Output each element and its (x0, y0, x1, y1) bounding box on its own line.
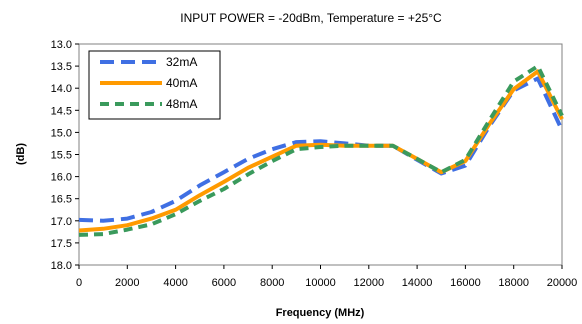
x-tick-label: 20000 (547, 277, 578, 289)
y-tick-label: 14.0 (51, 83, 72, 95)
x-tick-label: 12000 (354, 277, 385, 289)
y-tick-label: 15.5 (51, 150, 72, 162)
y-tick-label: 15.0 (51, 127, 72, 139)
x-tick-label: 18000 (498, 277, 529, 289)
y-axis-label: (dB) (15, 143, 27, 165)
x-axis-label: Frequency (MHz) (276, 307, 365, 319)
legend-label: 32mA (166, 55, 197, 69)
legend-label: 40mA (166, 76, 197, 90)
legend: 32mA 40mA 48mA (88, 50, 221, 120)
x-tick-label: 16000 (450, 277, 481, 289)
x-tick-label: 10000 (305, 277, 336, 289)
x-tick-label: 4000 (163, 277, 187, 289)
y-axis: 13.0 13.5 14.0 14.5 15.0 15.5 16.0 16.5 17.0 17.5… (51, 39, 79, 272)
x-axis: 0 2000 4000 6000 8000 10000 12000 14000 16000 180… (76, 265, 577, 289)
x-tick-label: 14000 (402, 277, 433, 289)
y-tick-label: 17.0 (51, 216, 72, 228)
y-tick-label: 13.5 (51, 61, 72, 73)
y-tick-label: 13.0 (51, 39, 72, 51)
y-tick-label: 17.5 (51, 238, 72, 250)
x-tick-label: 0 (76, 277, 82, 289)
series-line-48mA (78, 64, 564, 237)
series-layer (78, 64, 564, 237)
y-tick-label: 16.0 (51, 172, 72, 184)
series-line-40mA (78, 69, 564, 233)
y-tick-label: 18.0 (51, 260, 72, 272)
legend-label: 48mA (166, 97, 197, 111)
x-tick-label: 8000 (260, 277, 284, 289)
x-tick-label: 2000 (115, 277, 139, 289)
x-tick-label: 6000 (212, 277, 236, 289)
y-tick-label: 16.5 (51, 194, 72, 206)
y-tick-label: 14.5 (51, 105, 72, 117)
chart-title: INPUT POWER = -20dBm, Temperature = +25°… (180, 11, 442, 25)
